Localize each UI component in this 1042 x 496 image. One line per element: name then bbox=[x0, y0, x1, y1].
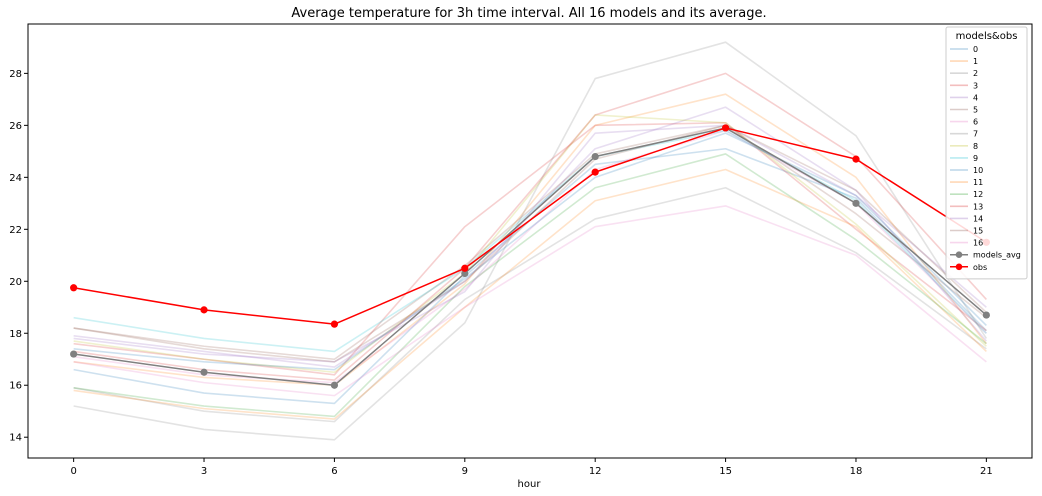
series-point-models_avg bbox=[200, 368, 208, 376]
series-point-models_avg bbox=[70, 350, 78, 358]
legend-label-1: 1 bbox=[973, 57, 978, 66]
x-axis-ticks: 0 3 6 9 12 15 18 21 bbox=[70, 458, 993, 477]
legend-marker-obs bbox=[955, 263, 963, 271]
series-line-7 bbox=[73, 41, 988, 441]
series-line-obs bbox=[73, 127, 987, 325]
x-tick-label: 6 bbox=[331, 466, 337, 477]
x-tick-label: 0 bbox=[70, 466, 76, 477]
legend-marker-models_avg bbox=[955, 251, 963, 258]
series-point-models_avg bbox=[330, 381, 339, 389]
series-point-obs bbox=[200, 306, 208, 314]
series-point-models_avg bbox=[852, 199, 860, 207]
series-point-models_avg bbox=[461, 269, 469, 278]
legend-label-5: 5 bbox=[973, 106, 978, 115]
x-tick-label: 18 bbox=[850, 466, 863, 477]
y-tick-label: 22 bbox=[9, 225, 22, 236]
legend-label-16: 16 bbox=[973, 239, 983, 248]
series-point-models_avg bbox=[982, 311, 990, 319]
legend-label-4: 4 bbox=[973, 93, 978, 102]
series-line-16 bbox=[73, 205, 987, 397]
series-layer bbox=[70, 41, 990, 441]
series-line-1 bbox=[73, 93, 987, 387]
series-line-3 bbox=[73, 121, 987, 376]
series-line-9 bbox=[73, 129, 987, 353]
series-line-14 bbox=[73, 124, 987, 363]
y-tick-label: 20 bbox=[9, 277, 22, 288]
legend-label-7: 7 bbox=[973, 130, 978, 139]
legend: models&obs 012345678910111213141516model… bbox=[945, 26, 1028, 280]
legend-label-12: 12 bbox=[973, 190, 983, 199]
legend-label-8: 8 bbox=[973, 142, 978, 151]
x-tick-label: 12 bbox=[589, 466, 602, 477]
legend-label-obs: obs bbox=[973, 263, 987, 272]
chart-title: Average temperature for 3h time interval… bbox=[291, 6, 766, 21]
y-tick-label: 18 bbox=[9, 329, 22, 340]
y-tick-label: 16 bbox=[9, 381, 22, 392]
series-line-11 bbox=[73, 168, 987, 420]
series-point-obs bbox=[721, 124, 730, 132]
series-point-models_avg bbox=[591, 152, 599, 161]
y-tick-label: 26 bbox=[9, 121, 22, 132]
legend-label-9: 9 bbox=[973, 154, 978, 163]
series-line-13 bbox=[73, 72, 987, 381]
series-point-obs bbox=[330, 320, 339, 328]
series-point-obs bbox=[852, 155, 860, 163]
series-line-2 bbox=[73, 186, 987, 423]
series-point-obs bbox=[591, 168, 599, 176]
legend-label-3: 3 bbox=[973, 81, 978, 90]
legend-label-models_avg: models_avg bbox=[973, 251, 1021, 260]
y-tick-label: 28 bbox=[9, 69, 22, 80]
y-tick-label: 14 bbox=[9, 433, 22, 444]
legend-label-15: 15 bbox=[973, 227, 983, 236]
legend-label-13: 13 bbox=[973, 202, 983, 211]
legend-label-0: 0 bbox=[973, 45, 978, 54]
series-line-5 bbox=[73, 124, 987, 361]
series-line-8 bbox=[73, 114, 987, 374]
legend-label-14: 14 bbox=[973, 214, 983, 223]
series-point-obs bbox=[70, 284, 78, 292]
legend-title: models&obs bbox=[956, 31, 1018, 42]
legend-label-6: 6 bbox=[973, 118, 978, 127]
series-line-models_avg bbox=[73, 127, 987, 386]
legend-label-2: 2 bbox=[973, 69, 978, 78]
x-tick-label: 9 bbox=[462, 466, 468, 477]
y-tick-label: 24 bbox=[9, 173, 22, 184]
axes-frame bbox=[27, 23, 1033, 459]
x-tick-label: 21 bbox=[980, 466, 993, 477]
legend-label-11: 11 bbox=[973, 178, 983, 187]
x-tick-label: 15 bbox=[719, 466, 732, 477]
series-line-12 bbox=[73, 153, 987, 418]
series-point-obs bbox=[461, 264, 469, 272]
legend-box bbox=[945, 26, 1028, 280]
legend-label-10: 10 bbox=[973, 166, 983, 175]
x-tick-label: 3 bbox=[201, 466, 207, 477]
series-line-10 bbox=[73, 132, 987, 371]
x-axis-label: hour bbox=[518, 479, 542, 490]
y-axis-ticks: 14 16 18 20 22 24 26 28 bbox=[9, 69, 28, 444]
